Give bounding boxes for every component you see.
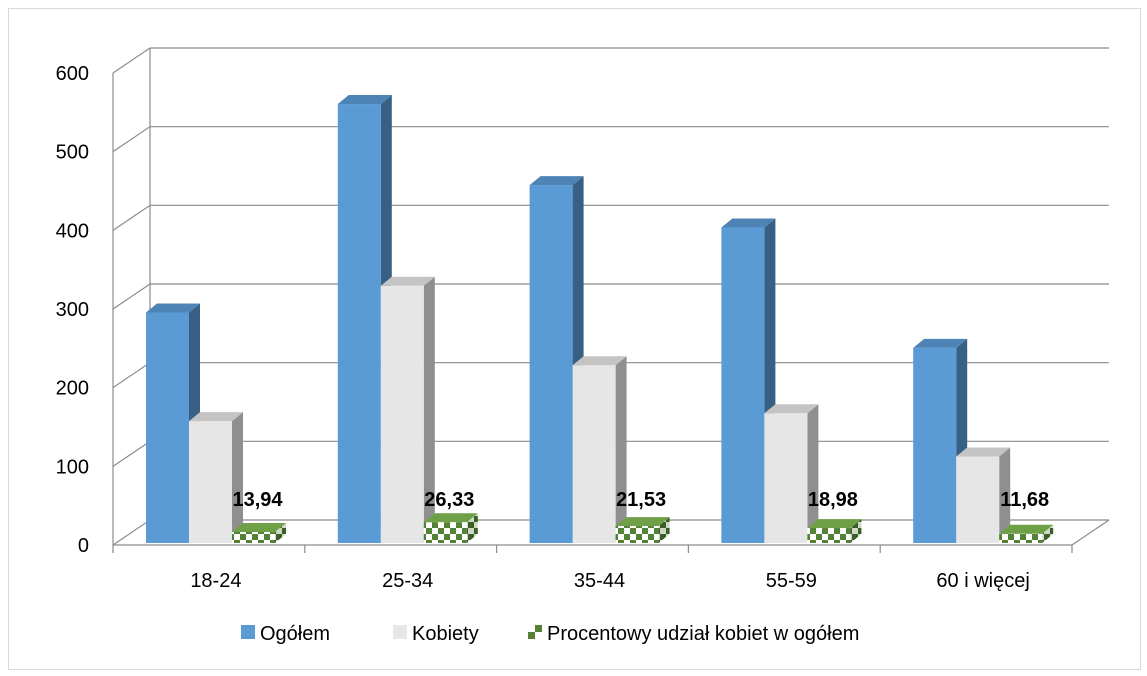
- data-label: 18,98: [808, 489, 858, 511]
- bar-top: [529, 176, 584, 186]
- bar-side: [466, 513, 478, 543]
- x-tick-label: 35-44: [574, 570, 625, 592]
- bar-front: [146, 312, 189, 543]
- bar-top: [807, 519, 862, 529]
- y-tick-label: 600: [56, 63, 89, 85]
- gridline-side: [112, 440, 151, 467]
- bar-60 i więcej-1: [956, 447, 1011, 543]
- legend-swatch: [393, 625, 407, 639]
- gridline-side: [112, 362, 151, 389]
- legend-item: Procentowy udział kobiet w ogółem: [528, 623, 859, 645]
- legend-item: Ogółem: [241, 623, 330, 645]
- bar-top: [232, 523, 286, 533]
- gridline-side: [112, 47, 151, 74]
- legend-label: Procentowy udział kobiet w ogółem: [547, 623, 859, 645]
- bar-front: [956, 456, 1000, 543]
- bar-side: [615, 356, 627, 543]
- bar-side: [658, 517, 670, 543]
- bar-top: [572, 356, 627, 366]
- gridline-side: [112, 126, 151, 153]
- bar-top: [146, 303, 200, 313]
- bar-front: [999, 533, 1043, 543]
- bar-side: [232, 412, 243, 543]
- bar-side: [1042, 524, 1054, 543]
- y-tick-label: 200: [56, 378, 89, 400]
- bar-front: [380, 285, 424, 543]
- bar-25-34-1: [380, 276, 435, 543]
- bar-front: [189, 421, 232, 543]
- legend-label: Kobiety: [412, 623, 479, 645]
- bar-top: [337, 95, 392, 105]
- bar-top: [189, 412, 243, 422]
- legend-item: Kobiety: [393, 623, 479, 645]
- bar-55-59-0: [721, 218, 776, 543]
- bar-front: [615, 526, 659, 543]
- bar-top: [380, 276, 435, 286]
- bar-35-44-1: [572, 356, 627, 543]
- bar-18-24-1: [189, 412, 243, 543]
- data-label: 26,33: [424, 489, 474, 511]
- bar-25-34-2: [423, 513, 478, 543]
- floor-edge: [1071, 519, 1110, 546]
- data-label: 11,68: [1000, 489, 1049, 511]
- bar-front: [913, 347, 957, 543]
- x-axis-ticks: 18-24 25-34 35-44 55-59 60 i więcej: [190, 570, 1029, 592]
- legend: Ogółem Kobiety Procentowy udział kobiet w …: [241, 623, 859, 645]
- bar-front: [721, 227, 765, 543]
- bar-side: [275, 523, 286, 543]
- gridline-side: [112, 204, 151, 231]
- data-label: 21,53: [616, 489, 666, 511]
- bar-top: [999, 524, 1054, 534]
- bar-front: [337, 104, 381, 543]
- x-tick-label: 18-24: [190, 570, 241, 592]
- y-tick-label: 0: [78, 535, 89, 557]
- y-axis-ticks: 0 100 200 300 400 500 600: [56, 63, 89, 557]
- data-labels: 13,94 26,33 21,53 18,98 11,68: [232, 489, 1049, 511]
- x-tick-label: 60 i więcej: [936, 570, 1029, 592]
- bar-front: [764, 413, 808, 543]
- legend-swatch: [241, 625, 255, 639]
- legend-swatch-part: [535, 625, 542, 632]
- bar-35-44-2: [615, 517, 670, 543]
- bar-60 i więcej-2: [999, 524, 1054, 543]
- bar-front: [572, 365, 616, 543]
- legend-swatch: [528, 632, 535, 639]
- bar-top: [764, 404, 819, 414]
- bars: [146, 95, 1054, 544]
- gridline-side: [112, 519, 151, 546]
- bar-top: [956, 447, 1011, 457]
- y-tick-label: 500: [56, 142, 89, 164]
- bar-side: [423, 276, 435, 543]
- y-tick-label: 300: [56, 299, 89, 321]
- bar-top: [721, 218, 776, 228]
- bar-55-59-1: [764, 404, 819, 543]
- data-label: 13,94: [232, 489, 283, 511]
- bar-front: [423, 522, 467, 543]
- bar-front: [807, 528, 851, 543]
- x-tick-label: 55-59: [766, 570, 817, 592]
- bar-side: [807, 404, 819, 543]
- bar-top: [615, 517, 670, 527]
- bar-18-24-2: [232, 523, 286, 543]
- bar-front: [529, 185, 573, 544]
- bar-side: [999, 447, 1011, 543]
- bar-top: [913, 338, 968, 348]
- y-tick-label: 100: [56, 456, 89, 478]
- gridline-side: [112, 283, 151, 310]
- x-tick-label: 25-34: [382, 570, 433, 592]
- bar-top: [423, 513, 478, 523]
- legend-label: Ogółem: [260, 623, 330, 645]
- bar-side: [850, 519, 862, 543]
- bar-55-59-2: [807, 519, 862, 543]
- y-tick-label: 400: [56, 220, 89, 242]
- bar-front: [232, 532, 275, 543]
